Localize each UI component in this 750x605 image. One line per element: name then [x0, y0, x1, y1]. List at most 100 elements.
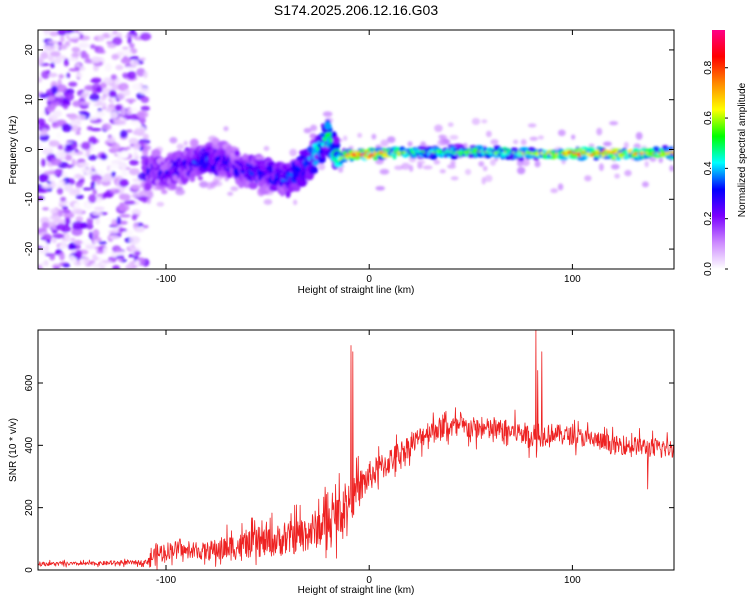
- spectrogram-cell: [557, 129, 566, 137]
- spectrogram-cell: [74, 250, 83, 258]
- spectrogram-cell: [223, 126, 229, 132]
- spectrogram-cell: [97, 34, 105, 42]
- spectrogram-cell: [92, 212, 103, 216]
- spectrogram-cell: [143, 70, 148, 79]
- spectrogram-cell: [118, 228, 128, 232]
- spectrogram-cell: [63, 211, 75, 220]
- spectrogram-cell: [51, 229, 58, 234]
- spectrogram-cell: [72, 100, 82, 107]
- spectrogram-cell: [49, 214, 61, 221]
- snr-y-tick-label: 600: [24, 374, 35, 391]
- spectrogram-cell: [54, 92, 63, 97]
- spectrogram-cell: [78, 178, 85, 183]
- spectrogram-cell: [131, 213, 138, 221]
- spectrogram-cell: [176, 143, 185, 150]
- spectrogram-cell: [133, 227, 145, 233]
- spectrogram-cell: [111, 53, 119, 60]
- spectrogram-cell: [602, 141, 612, 147]
- spectrogram-cell: [56, 84, 67, 93]
- spectrogram-cell: [129, 55, 140, 61]
- spectrogram-cell: [60, 196, 67, 202]
- spectrogram-cell: [227, 191, 234, 196]
- spectrogram-cell: [518, 156, 525, 162]
- spectrogram-cell: [447, 122, 454, 127]
- spectrogram-cell: [447, 164, 457, 169]
- spectrogram-cell: [169, 136, 178, 144]
- spectrogram-cell: [93, 240, 98, 244]
- spectrogram-cell: [513, 139, 519, 145]
- spectrogram-cell: [116, 216, 122, 225]
- spectrogram-cell: [80, 167, 91, 174]
- spectrogram-cell: [658, 156, 664, 164]
- spectrogram-cell: [47, 221, 57, 229]
- spectrogram-cell: [557, 183, 564, 191]
- spectrogram-cell: [120, 57, 132, 64]
- spectrogram-cell: [88, 136, 97, 145]
- spectrogram-cell: [510, 147, 518, 151]
- spectrogram-x-tick-label: -100: [156, 274, 176, 285]
- spectrogram-cell: [129, 42, 135, 49]
- spectrogram-cell: [263, 146, 270, 152]
- spectrogram-cell: [47, 55, 54, 62]
- snr-x-tick-label: 100: [564, 575, 581, 586]
- snr-ticks: -100 0 100 0 200 400 600: [24, 330, 674, 586]
- spectrogram-cell: [96, 178, 102, 186]
- spectrogram-cell: [50, 62, 55, 69]
- spectrogram-cell: [92, 188, 98, 195]
- spectrogram-cell: [38, 34, 44, 42]
- spectrogram-cell: [93, 206, 105, 211]
- spectrogram-cell: [38, 169, 42, 174]
- spectrogram-cell: [434, 124, 443, 133]
- spectrogram-cell: [38, 264, 43, 269]
- spectrogram-cell: [136, 110, 149, 119]
- spectrogram-cell: [142, 224, 149, 229]
- colorbar: 0.0 0.2 0.4 0.6 0.8 Normalized spectral ampl…: [703, 30, 748, 276]
- spectrogram-cell: [181, 175, 188, 185]
- spectrogram-cell: [641, 181, 649, 188]
- spectrogram-cells: [38, 30, 674, 269]
- spectrogram-cell: [371, 133, 377, 140]
- spectrogram-cell: [42, 207, 49, 211]
- spectrogram-cell: [310, 166, 319, 174]
- spectrogram-cell: [51, 85, 58, 95]
- spectrogram-cell: [83, 239, 90, 244]
- spectrogram-cell: [107, 230, 118, 234]
- spectrogram-cell: [101, 123, 112, 131]
- spectrogram-cell: [108, 89, 117, 98]
- spectrogram-cell: [481, 119, 488, 124]
- spectrogram-cell: [59, 44, 68, 50]
- spectrogram-cell: [144, 181, 152, 191]
- spectrogram-cell: [175, 188, 185, 196]
- spectrogram-y-tick-label: 10: [24, 94, 35, 106]
- spectrogram-cell: [357, 132, 363, 138]
- spectrogram-cell: [85, 244, 96, 250]
- spectrogram-cell: [119, 129, 128, 139]
- spectrogram-cell: [124, 66, 136, 71]
- spectrogram-cell: [422, 165, 433, 170]
- spectrogram-cell: [78, 42, 90, 49]
- spectrogram-cell: [38, 131, 48, 136]
- spectrogram-cell: [112, 30, 118, 36]
- spectrogram-cell: [73, 175, 84, 179]
- spectrogram-cell: [59, 252, 65, 261]
- spectrogram-cell: [482, 165, 488, 172]
- spectrogram-cell: [101, 260, 113, 264]
- spectrogram-cell: [68, 37, 79, 43]
- spectrogram-cell: [90, 180, 96, 190]
- spectrogram-cell: [96, 183, 101, 192]
- spectrogram-cell: [46, 44, 56, 51]
- snr-frame: [37, 329, 675, 571]
- spectrogram-cell: [95, 86, 103, 93]
- spectrogram-cell: [128, 137, 139, 145]
- spectrogram-cell: [133, 151, 138, 159]
- spectrogram-cell: [40, 52, 49, 60]
- spectrogram-x-tick-label: 0: [366, 274, 372, 285]
- spectrogram-cell: [52, 57, 63, 64]
- spectrogram-cell: [131, 193, 137, 199]
- spectrogram-y-tick-label: -10: [24, 192, 35, 207]
- spectrogram-cell: [49, 208, 58, 214]
- spectrogram-cell: [100, 81, 107, 89]
- snr-y-axis-label: SNR (10 * v/v): [8, 418, 19, 482]
- spectrogram-cell: [49, 50, 61, 57]
